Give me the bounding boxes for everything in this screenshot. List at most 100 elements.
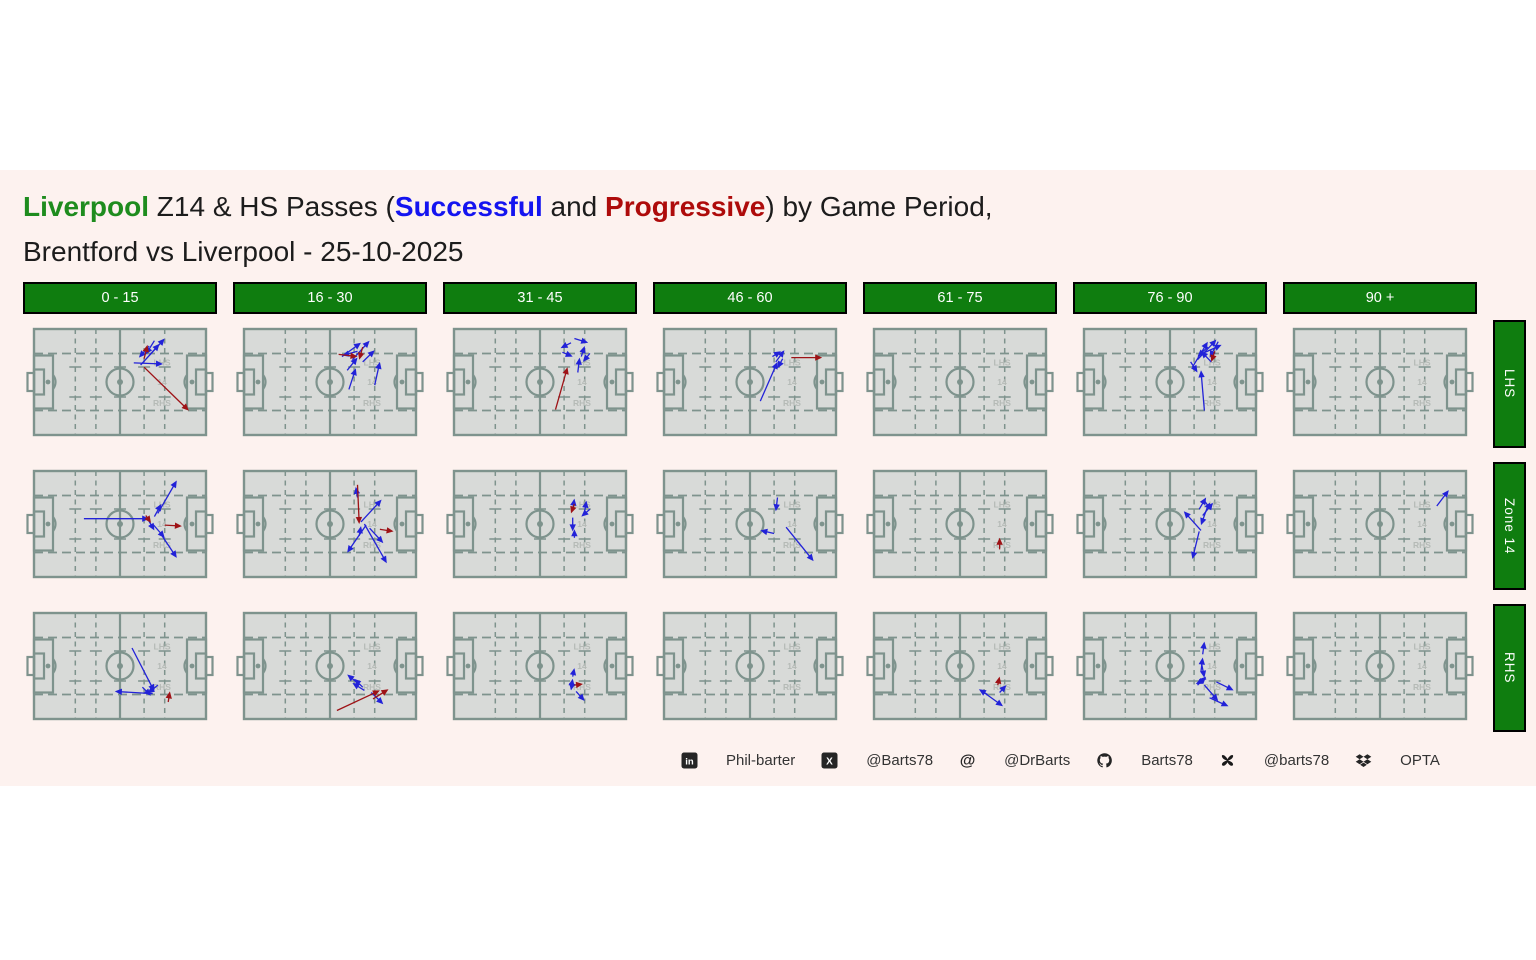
- pitch-zone-label: 14: [367, 519, 377, 529]
- pitch-zone-label: 14: [997, 519, 1007, 529]
- pitch-zone-label: 14: [787, 377, 797, 387]
- svg-text:in: in: [685, 756, 694, 767]
- pitch-zone-label: 14: [997, 661, 1007, 671]
- footer-item: OPTA: [1355, 752, 1440, 769]
- github-icon: [1097, 752, 1113, 767]
- pitch-zone-label: LHS: [1204, 358, 1221, 368]
- footer-label: Phil-barter: [726, 751, 796, 769]
- pitch-zone-label: RHS: [783, 398, 801, 408]
- header-spacer: [1493, 282, 1526, 314]
- pitch-zone-label: LHS: [1414, 500, 1431, 510]
- pitch-zone-label: 14: [577, 519, 587, 529]
- pitch-zone-label: RHS: [1413, 540, 1431, 550]
- footer-item: in Phil-barter: [681, 752, 795, 769]
- pitch-zone-label: RHS: [573, 540, 591, 550]
- pitch-zone-label: 14: [1207, 377, 1217, 387]
- pitch-zone-label: 14: [157, 519, 167, 529]
- period-header: 46 - 60: [653, 282, 847, 314]
- row-label-text: Zone 14: [1502, 497, 1517, 555]
- pitch-zone-label: 14: [1207, 661, 1217, 671]
- pitch-zone-label: RHS: [573, 398, 591, 408]
- linkedin-icon: in: [681, 752, 698, 768]
- pitch-zone-label: 14: [997, 377, 1007, 387]
- pitch: LHS 14 RHS: [446, 327, 634, 437]
- pitch: LHS 14 RHS: [446, 469, 634, 579]
- pitch-zone-label: RHS: [1413, 682, 1431, 692]
- pitch-zone-label: 14: [577, 377, 587, 387]
- pitch-zone-label: LHS: [574, 358, 591, 368]
- pitch-zone-label: RHS: [783, 540, 801, 550]
- dropbox-icon: [1355, 753, 1372, 767]
- pitch-zone-label: 14: [787, 661, 797, 671]
- pitch-zone-label: LHS: [1204, 642, 1221, 652]
- footer-item: X @Barts78: [821, 752, 933, 769]
- mastodon-icon: @: [960, 752, 976, 769]
- pitch-zone-label: RHS: [1413, 398, 1431, 408]
- pitch: LHS 14 RHS: [1286, 327, 1474, 437]
- footer-item: @ @DrBarts: [959, 752, 1070, 769]
- title-block: Liverpool Z14 & HS Passes (Successful an…: [0, 170, 1536, 274]
- pitch-zone-label: LHS: [364, 642, 381, 652]
- pitch-zone-label: RHS: [153, 398, 171, 408]
- row-label-text: LHS: [1502, 369, 1517, 399]
- pitch-zone-label: 14: [367, 377, 377, 387]
- title-and: and: [542, 191, 606, 222]
- pitch-cell: LHS 14 RHS: [1283, 320, 1477, 456]
- pitch-cell: LHS 14 RHS: [863, 320, 1057, 456]
- pitch-zone-label: LHS: [1414, 358, 1431, 368]
- title-progressive: Progressive: [605, 191, 766, 222]
- svg-text:@: @: [960, 752, 976, 769]
- period-header: 31 - 45: [443, 282, 637, 314]
- bluesky-icon: [1221, 754, 1234, 766]
- pitch-zone-label: LHS: [154, 358, 171, 368]
- pitch-zone-label: LHS: [154, 642, 171, 652]
- pitch-zone-label: RHS: [1203, 540, 1221, 550]
- pitch-zone-label: 14: [367, 661, 377, 671]
- pitch-zone-label: LHS: [994, 500, 1011, 510]
- period-header: 76 - 90: [1073, 282, 1267, 314]
- pitch-zone-label: RHS: [363, 540, 381, 550]
- footer-item: @barts78: [1219, 752, 1329, 769]
- footer-label: @Barts78: [866, 751, 934, 769]
- row-label: Zone 14: [1493, 462, 1526, 590]
- pitch-zone-label: RHS: [993, 540, 1011, 550]
- footer-label: Barts78: [1141, 751, 1193, 769]
- pitch-zone-label: 14: [577, 661, 587, 671]
- page-subtitle: Brentford vs Liverpool - 25-10-2025: [23, 236, 464, 267]
- pitch-cell: LHS 14 RHS: [1073, 320, 1267, 456]
- title-tail: ) by Game Period,: [765, 191, 993, 222]
- pitch-zone-label: LHS: [994, 358, 1011, 368]
- x-icon: X: [821, 752, 838, 768]
- pitch-zone-label: RHS: [573, 682, 591, 692]
- footer-label: @DrBarts: [1004, 751, 1071, 769]
- pitch-cell: LHS 14 RHS: [443, 320, 637, 456]
- row-label: LHS: [1493, 320, 1526, 448]
- pitch-zone-label: LHS: [574, 500, 591, 510]
- footer-label: OPTA: [1400, 751, 1440, 769]
- pitch-cell: LHS 14 RHS: [443, 462, 637, 598]
- pitch-zone-label: RHS: [1203, 398, 1221, 408]
- period-header: 90 +: [1283, 282, 1477, 314]
- pitch-zone-label: RHS: [993, 398, 1011, 408]
- pitch-zone-label: LHS: [364, 358, 381, 368]
- row-label-text: RHS: [1502, 652, 1517, 684]
- pitch-zone-label: 14: [1417, 377, 1427, 387]
